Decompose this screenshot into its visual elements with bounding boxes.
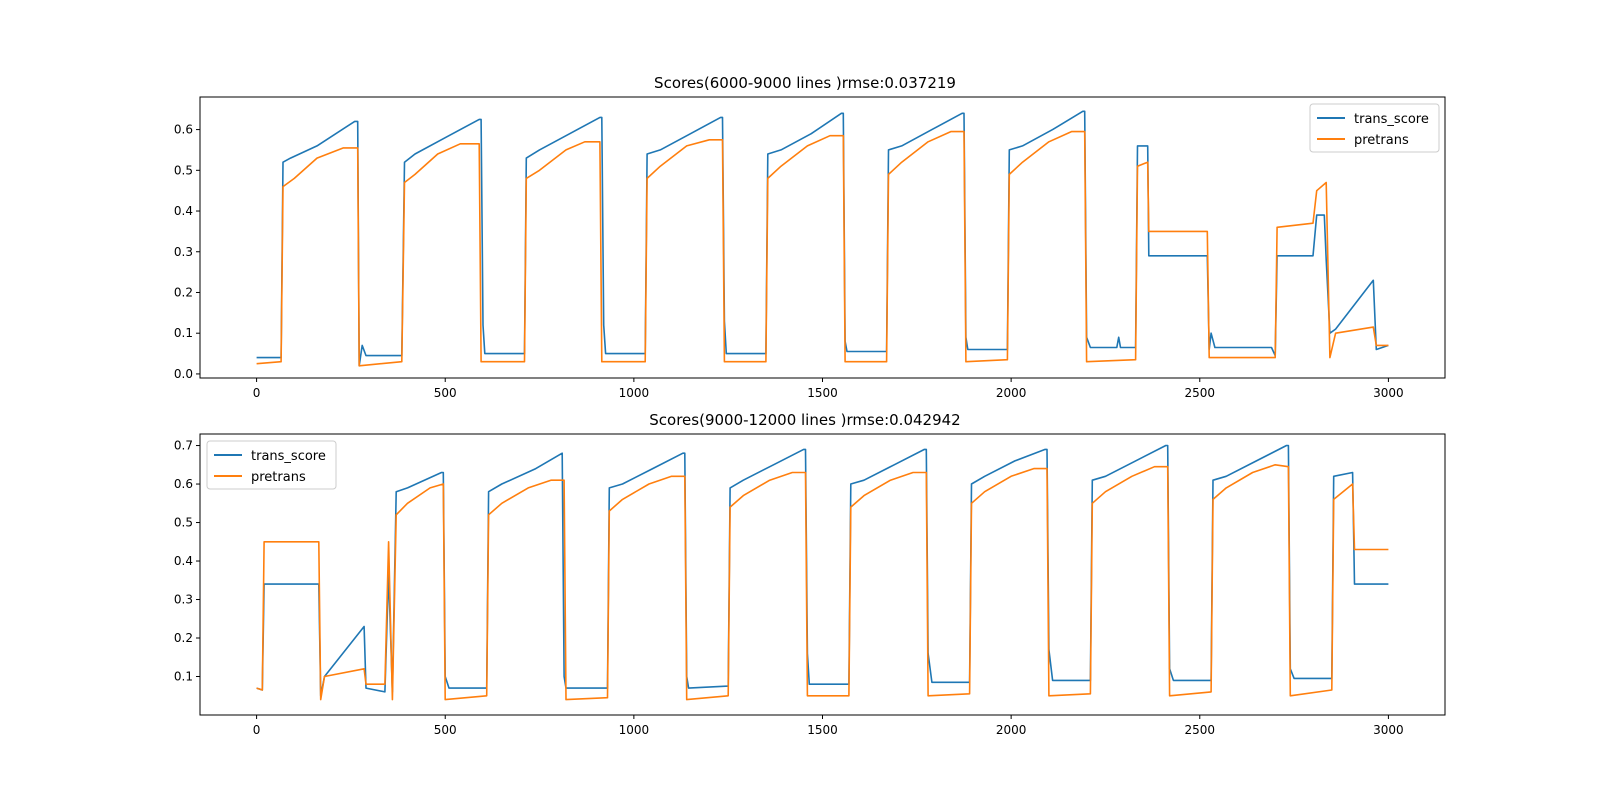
bottom-chart-y-tick-label: 0.4: [174, 554, 193, 568]
bottom-chart-y-tick-label: 0.5: [174, 516, 193, 530]
top-chart: Scores(6000-9000 lines )rmse:0.037219 0 5…: [174, 74, 1446, 400]
bottom-chart-legend-label: pretrans: [251, 470, 306, 485]
top-chart-y-tick-label: 0.6: [174, 123, 193, 137]
top-chart-legend-label: pretrans: [1354, 133, 1409, 148]
top-chart-y-tick-label: 0.2: [174, 285, 193, 299]
bottom-chart-x-tick-label: 2500: [1184, 723, 1215, 737]
top-chart-series-pretrans-line: [256, 130, 1389, 367]
bottom-chart-y-tick-label: 0.1: [174, 670, 193, 684]
top-chart-y-tick-label: 0.3: [174, 245, 193, 259]
bottom-chart-legend-label: trans_score: [251, 449, 326, 464]
top-chart-x-tick-label: 2000: [996, 386, 1027, 400]
top-chart-x-tick-label: 2500: [1184, 386, 1215, 400]
bottom-chart-x-tick-label: 3000: [1373, 723, 1404, 737]
bottom-chart-x-ticks: 0 500 1000 1500 2000 2500 3000: [253, 715, 1404, 737]
top-chart-x-tick-label: 500: [434, 386, 457, 400]
bottom-chart: Scores(9000-12000 lines )rmse:0.042942 0…: [174, 411, 1446, 737]
bottom-chart-legend: trans_score pretrans: [206, 440, 337, 490]
bottom-chart-series-pretrans-line: [256, 464, 1389, 701]
top-chart-x-tick-label: 0: [253, 386, 261, 400]
top-chart-series: [256, 110, 1389, 367]
bottom-chart-y-tick-label: 0.3: [174, 593, 193, 607]
bottom-chart-x-tick-label: 1000: [619, 723, 650, 737]
top-chart-y-tick-label: 0.0: [174, 367, 193, 381]
top-chart-y-tick-label: 0.4: [174, 204, 193, 218]
top-chart-x-tick-label: 3000: [1373, 386, 1404, 400]
bottom-chart-y-tick-label: 0.6: [174, 477, 193, 491]
bottom-chart-y-tick-label: 0.2: [174, 631, 193, 645]
bottom-chart-x-tick-label: 2000: [996, 723, 1027, 737]
bottom-chart-x-tick-label: 1500: [807, 723, 838, 737]
top-chart-y-tick-label: 0.1: [174, 326, 193, 340]
top-chart-title: Scores(6000-9000 lines )rmse:0.037219: [654, 74, 956, 92]
top-chart-x-ticks: 0 500 1000 1500 2000 2500 3000: [253, 378, 1404, 400]
top-chart-y-tick-label: 0.5: [174, 163, 193, 177]
bottom-chart-y-ticks: 0.1 0.2 0.3 0.4 0.5 0.6 0.7: [174, 439, 200, 684]
top-chart-legend-label: trans_score: [1354, 112, 1429, 127]
bottom-chart-x-tick-label: 500: [434, 723, 457, 737]
top-chart-x-tick-label: 1000: [619, 386, 650, 400]
top-chart-legend: trans_score pretrans: [1309, 103, 1440, 153]
top-chart-y-ticks: 0.0 0.1 0.2 0.3 0.4 0.5 0.6: [174, 123, 200, 381]
top-chart-x-tick-label: 1500: [807, 386, 838, 400]
bottom-chart-series: [256, 444, 1389, 701]
bottom-chart-y-tick-label: 0.7: [174, 439, 193, 453]
bottom-chart-x-tick-label: 0: [253, 723, 261, 737]
bottom-chart-title: Scores(9000-12000 lines )rmse:0.042942: [649, 411, 960, 429]
